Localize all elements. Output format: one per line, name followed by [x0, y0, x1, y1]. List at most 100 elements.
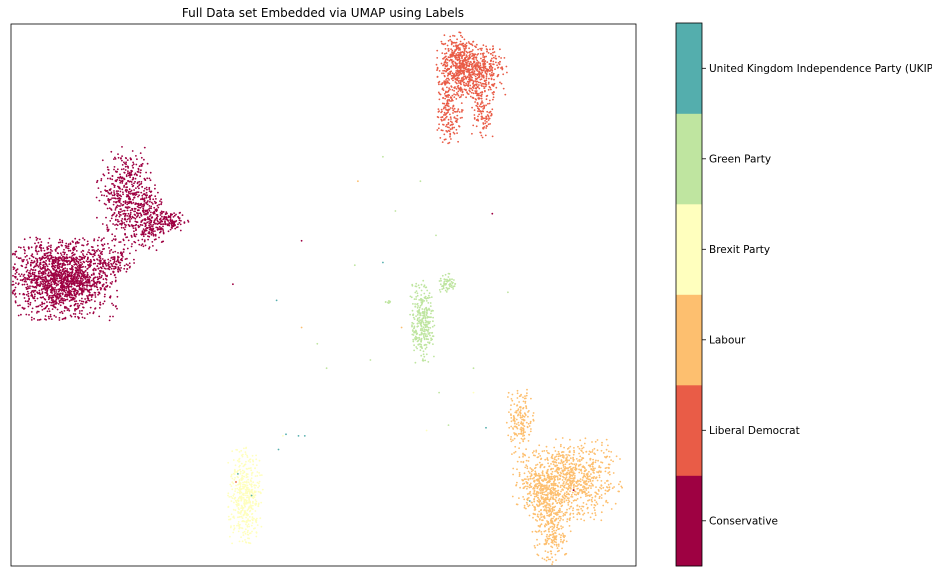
point-labour	[591, 469, 594, 472]
point-conservative	[56, 247, 58, 250]
point-conservative	[67, 243, 70, 246]
point-liberal-democrat	[497, 73, 500, 76]
point-conservative	[53, 314, 56, 317]
point-labour	[552, 497, 554, 500]
point-liberal-democrat	[438, 92, 441, 95]
point-labour	[570, 485, 572, 487]
point-conservative	[96, 244, 99, 247]
point-conservative	[163, 216, 166, 219]
point-conservative	[44, 281, 47, 284]
point-labour	[587, 491, 590, 494]
point-labour	[579, 460, 581, 463]
point-conservative	[30, 261, 32, 264]
point-conservative	[64, 260, 66, 262]
point-labour	[551, 457, 554, 460]
point-labour	[576, 518, 579, 521]
point-conservative	[133, 173, 136, 176]
point-liberal-democrat	[458, 77, 460, 80]
point-liberal-democrat	[466, 80, 469, 83]
point-conservative	[73, 300, 76, 303]
point-labour	[545, 507, 548, 509]
point-liberal-democrat	[492, 51, 494, 54]
point-conservative	[44, 284, 47, 287]
point-conservative	[48, 245, 50, 248]
point-conservative	[61, 268, 64, 271]
point-labour	[576, 508, 578, 511]
point-liberal-democrat	[440, 40, 443, 43]
point-liberal-democrat	[478, 93, 480, 95]
point-liberal-democrat	[447, 56, 450, 58]
point-liberal-democrat	[456, 47, 459, 50]
point-liberal-democrat	[490, 114, 493, 116]
point-liberal-democrat	[486, 114, 489, 116]
point-conservative	[87, 299, 89, 302]
point-labour	[562, 514, 565, 517]
point-liberal-democrat	[447, 77, 450, 80]
point-labour	[565, 461, 568, 464]
point-labour	[527, 460, 530, 462]
point-labour	[543, 493, 546, 496]
point-labour	[548, 498, 551, 501]
point-conservative	[167, 220, 170, 222]
point-liberal-democrat	[475, 125, 478, 128]
point-labour	[566, 483, 569, 485]
point-conservative	[109, 315, 111, 318]
point-conservative	[17, 283, 20, 286]
point-liberal-democrat	[447, 111, 449, 114]
point-liberal-democrat	[474, 87, 477, 89]
point-conservative	[82, 244, 85, 247]
point-conservative	[125, 220, 128, 223]
point-labour	[577, 491, 580, 494]
point-labour	[538, 518, 541, 521]
point-conservative	[173, 224, 175, 227]
point-liberal-democrat	[460, 109, 463, 111]
point-conservative	[36, 237, 39, 240]
point-conservative	[52, 256, 55, 259]
point-conservative	[27, 285, 29, 288]
point-conservative	[49, 248, 52, 251]
point-conservative	[79, 282, 82, 285]
point-liberal-democrat	[458, 49, 460, 51]
point-conservative	[107, 258, 110, 261]
point-conservative	[77, 267, 79, 269]
point-labour	[548, 500, 551, 502]
point-conservative	[15, 256, 18, 258]
point-labour	[584, 491, 586, 494]
point-conservative	[148, 246, 151, 249]
point-conservative	[116, 206, 118, 209]
point-liberal-democrat	[472, 40, 475, 43]
point-liberal-democrat	[450, 74, 453, 77]
point-liberal-democrat	[445, 115, 448, 118]
point-labour	[577, 445, 579, 448]
point-labour	[525, 501, 528, 504]
point-liberal-democrat	[470, 50, 473, 53]
point-conservative	[120, 226, 123, 229]
point-liberal-democrat	[449, 88, 451, 91]
point-conservative	[168, 224, 171, 227]
point-conservative	[99, 301, 102, 304]
point-conservative	[108, 247, 110, 249]
point-conservative	[187, 221, 190, 223]
point-conservative	[143, 222, 146, 225]
point-conservative	[59, 277, 62, 280]
point-conservative	[127, 264, 129, 267]
point-labour	[570, 505, 573, 508]
point-labour	[565, 467, 567, 469]
point-labour	[562, 454, 564, 456]
point-conservative	[122, 168, 125, 170]
point-labour	[540, 495, 543, 497]
point-labour	[567, 447, 570, 449]
point-labour	[561, 469, 564, 472]
point-conservative	[77, 306, 80, 308]
point-conservative	[118, 262, 121, 264]
point-conservative	[84, 266, 87, 268]
point-labour	[563, 486, 566, 489]
point-conservative	[107, 261, 110, 264]
point-liberal-democrat	[468, 89, 471, 92]
point-liberal-democrat	[459, 117, 462, 119]
point-conservative	[15, 296, 17, 298]
point-conservative	[149, 198, 152, 201]
point-conservative	[77, 302, 79, 305]
point-conservative	[159, 221, 161, 224]
point-conservative	[105, 216, 107, 219]
